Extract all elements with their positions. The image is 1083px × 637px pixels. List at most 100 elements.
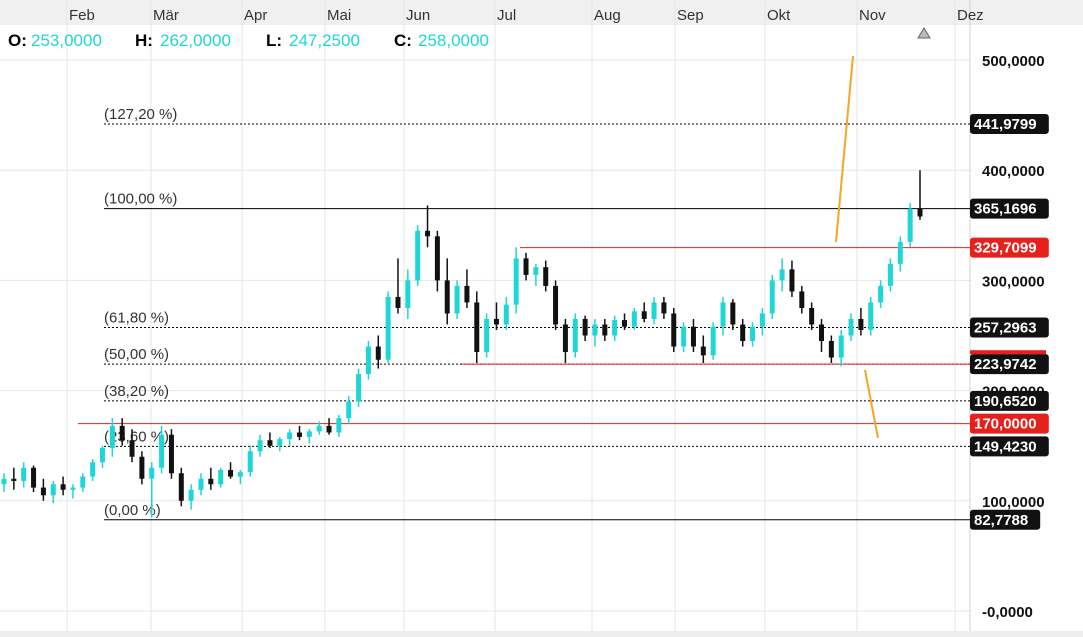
price-tag: 365,1696 — [974, 201, 1037, 218]
candle-body — [415, 230, 421, 281]
candle-body — [99, 447, 105, 463]
candle-body — [356, 374, 362, 402]
candle-body — [493, 318, 499, 325]
candle-body — [838, 335, 844, 358]
price-tag: 257,2963 — [974, 319, 1037, 336]
projection-line-up[interactable] — [835, 55, 854, 243]
candle-body — [405, 280, 411, 308]
month-label-dez: Dez — [957, 7, 984, 24]
month-axis-band — [0, 0, 1083, 25]
candle-body — [139, 456, 145, 479]
level-lines: (127,20 %) (100,00 %) (61,80 %) (50,00 %) (3… — [78, 106, 970, 521]
candle-body — [287, 432, 293, 440]
candle-body — [228, 469, 234, 477]
fib-label: (0,00 %) — [104, 502, 161, 519]
candle-body — [533, 267, 539, 275]
candle-body — [740, 324, 746, 342]
candle-body — [828, 341, 834, 358]
candle-body — [789, 269, 795, 292]
candle-body — [917, 208, 923, 217]
candle-body — [602, 324, 608, 336]
candle-body — [119, 425, 125, 441]
month-label-apr: Apr — [244, 7, 267, 24]
candle-body — [513, 258, 519, 305]
fib-label: (38,20 %) — [104, 383, 169, 400]
y-tick-label: 300,0000 — [982, 273, 1045, 290]
price-tag: 223,9742 — [974, 356, 1037, 373]
y-tick-label: -0,0000 — [982, 604, 1033, 621]
scroll-up-icon[interactable] — [917, 27, 931, 39]
open-value: 253,0000 — [31, 31, 102, 50]
candle-body — [1, 478, 7, 485]
fib-label: (127,20 %) — [104, 106, 177, 123]
candle-body — [178, 473, 184, 501]
candle-body — [40, 487, 46, 496]
y-tick-label: 500,0000 — [982, 53, 1045, 70]
candle-body — [395, 296, 401, 308]
candle-body — [710, 326, 716, 356]
month-axis: Feb Mär Apr Mai Jun Jul Aug Sep Okt Nov Dez — [69, 7, 984, 24]
candle-body — [306, 431, 312, 437]
candle-body — [454, 285, 460, 314]
high-label: H: — [135, 31, 153, 50]
candle-body — [90, 462, 96, 477]
candle-body — [690, 326, 696, 347]
price-tag-box — [970, 509, 1041, 530]
candle-body — [759, 313, 765, 327]
candle-body — [31, 467, 37, 488]
candle-body — [592, 324, 598, 336]
candle-body — [60, 484, 66, 490]
candle-body — [622, 320, 628, 327]
price-tag-box — [970, 354, 1049, 375]
y-tick-label: 400,0000 — [982, 163, 1045, 180]
candle-body — [149, 467, 155, 479]
candle-body — [553, 285, 559, 325]
candle-body — [720, 302, 726, 327]
candle-body — [562, 324, 568, 353]
candle-body — [267, 440, 273, 446]
month-label-okt: Okt — [767, 7, 791, 24]
month-label-jun: Jun — [406, 7, 430, 24]
candle-body — [543, 267, 549, 286]
candle-body — [887, 263, 893, 286]
candle-body — [769, 280, 775, 314]
price-axis: 500,0000400,0000300,0000200,0000100,0000… — [982, 53, 1045, 621]
price-tag-box — [970, 390, 1049, 411]
price-tag-box — [970, 237, 1049, 258]
candle-body — [661, 302, 667, 314]
candle-body — [671, 313, 677, 347]
candle-body — [858, 318, 864, 330]
projection-line-down[interactable] — [864, 369, 879, 439]
month-label-mai: Mai — [327, 7, 351, 24]
low-value: 247,2500 — [289, 31, 360, 50]
open-label: O: — [8, 31, 27, 50]
month-label-aug: Aug — [594, 7, 621, 24]
candle-body — [474, 302, 480, 353]
month-label-nov: Nov — [859, 7, 886, 24]
candle-body — [336, 418, 342, 433]
candle-body — [198, 478, 204, 490]
candle-body — [631, 311, 637, 327]
low-label: L: — [266, 31, 282, 50]
candle-body — [681, 326, 687, 347]
candle-body — [484, 318, 490, 353]
fib-label: (100,00 %) — [104, 191, 177, 208]
candle-body — [168, 434, 174, 474]
price-tag: 149,4230 — [974, 438, 1037, 455]
close-label: C: — [394, 31, 412, 50]
candle-body — [188, 489, 194, 501]
price-tag: 329,7099 — [974, 240, 1037, 257]
price-tag: 82,7788 — [974, 512, 1028, 529]
candle-body — [700, 346, 706, 356]
price-tag-box — [970, 113, 1049, 134]
candle-body — [444, 280, 450, 314]
candle-body — [730, 302, 736, 325]
candle-body — [50, 484, 56, 496]
candle-body — [809, 307, 815, 325]
candle-body — [80, 476, 86, 488]
candle-body — [109, 425, 115, 448]
candle-body — [346, 401, 352, 419]
candle-body — [779, 269, 785, 281]
